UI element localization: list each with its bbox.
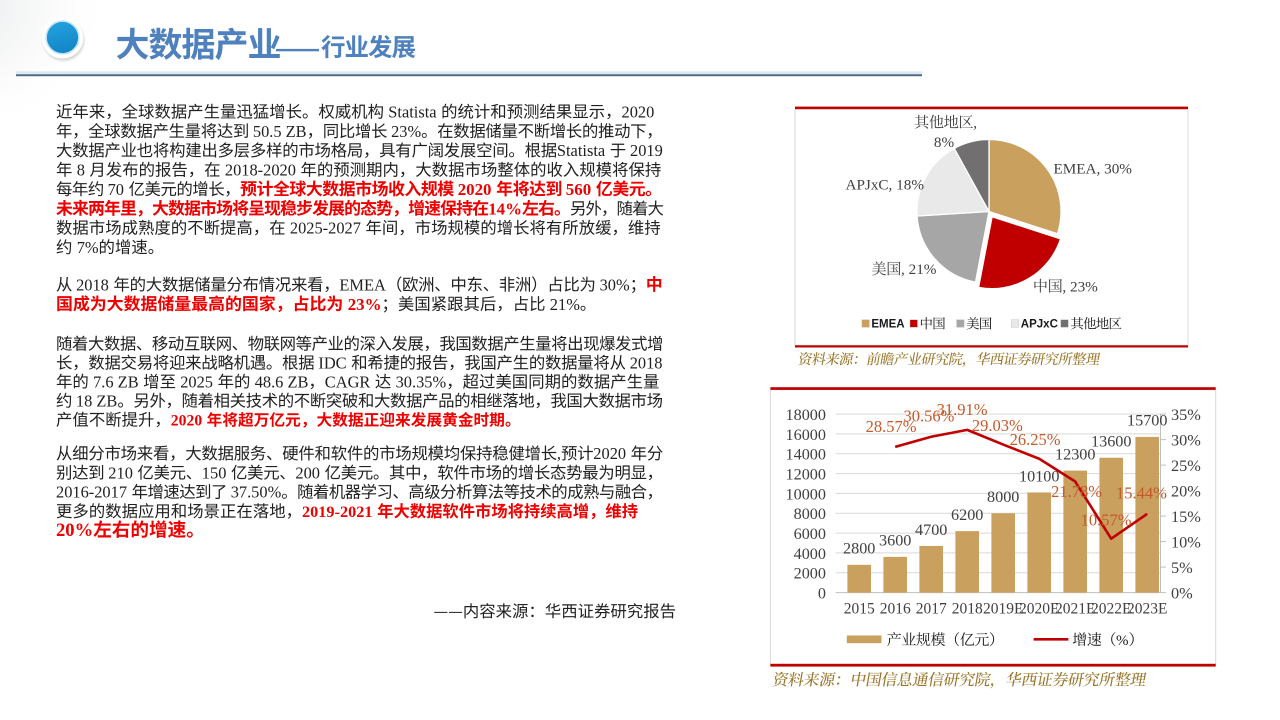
svg-text:210: 210 [108,464,133,483]
svg-text:7.6 ZB: 7.6 ZB [93,373,139,392]
svg-text:30.35%: 30.35% [396,373,447,392]
svg-text:15700: 15700 [1127,412,1167,430]
svg-text:3600: 3600 [879,532,911,550]
svg-text:2020E: 2020E [1019,600,1059,617]
svg-text:2020: 2020 [458,180,492,199]
svg-text:30%: 30% [600,275,630,294]
svg-text:28.57%: 28.57% [866,417,917,436]
svg-text:48.6 ZB: 48.6 ZB [255,373,309,392]
svg-text:0: 0 [818,584,826,602]
svg-text:2018: 2018 [630,354,663,373]
svg-text:8000: 8000 [794,505,826,523]
svg-text:18 ZB: 18 ZB [76,392,118,411]
svg-text:2020: 2020 [171,413,203,430]
svg-text:21%: 21% [550,295,580,314]
svg-text:IDC: IDC [318,354,346,373]
svg-text:30.56%: 30.56% [904,406,955,425]
svg-text:10000: 10000 [786,485,826,503]
svg-text:EMEA: EMEA [339,275,386,294]
svg-text:2018: 2018 [952,600,983,617]
svg-text:0%: 0% [1171,584,1193,603]
svg-text:70: 70 [108,180,124,199]
svg-text:2000: 2000 [794,565,826,583]
svg-text:2018-2020: 2018-2020 [225,161,296,180]
svg-text:APJxC, 18%: APJxC, 18% [846,176,925,193]
svg-text:2020: 2020 [593,444,626,463]
svg-text:6200: 6200 [951,506,983,524]
svg-text:26.25%: 26.25% [1010,430,1061,449]
svg-text:23%: 23% [348,295,382,314]
svg-text:8%: 8% [934,134,955,151]
svg-text:7%: 7% [77,238,99,257]
svg-text:30%: 30% [1171,431,1201,450]
svg-text:2023E: 2023E [1127,600,1167,617]
svg-text:29.03%: 29.03% [972,416,1023,435]
svg-text:200: 200 [295,464,320,483]
svg-text:560: 560 [566,180,591,199]
svg-text:%: % [1116,633,1129,649]
svg-text:23%: 23% [391,122,421,141]
svg-text:31.91%: 31.91% [937,400,988,419]
svg-text:10%: 10% [1171,533,1201,552]
svg-text:25%: 25% [1171,456,1201,475]
svg-text:5%: 5% [1171,558,1193,577]
svg-text:150: 150 [202,464,227,483]
svg-text:37.50%: 37.50% [231,483,282,502]
svg-text:35%: 35% [1171,405,1201,424]
svg-text:2019-2021: 2019-2021 [302,502,373,521]
svg-text:2018: 2018 [76,275,109,294]
svg-text:2021E: 2021E [1055,600,1095,617]
svg-text:APJxC: APJxC [1021,319,1058,331]
svg-text:6000: 6000 [794,525,826,543]
svg-text:10100: 10100 [1019,467,1059,485]
svg-text:20%: 20% [1171,482,1201,501]
svg-text:2020: 2020 [622,103,655,122]
svg-text:2017: 2017 [916,600,947,617]
svg-text:,: , [557,444,561,463]
svg-text:15.44%: 15.44% [1116,483,1167,502]
svg-text:2016: 2016 [880,600,911,617]
svg-text:14%: 14% [488,199,522,218]
svg-text:2015: 2015 [844,600,875,617]
svg-text:2025-2027: 2025-2027 [290,219,361,238]
svg-text:12000: 12000 [786,465,826,483]
svg-text:12300: 12300 [1055,446,1095,464]
svg-text:18000: 18000 [786,406,826,424]
svg-text:EMEA, 30%: EMEA, 30% [1054,161,1133,178]
svg-text:,: , [973,115,977,132]
svg-text:EMEA: EMEA [871,319,904,331]
svg-text:15%: 15% [1171,507,1201,526]
svg-text:Statista: Statista [388,103,437,122]
svg-text:2016-2017: 2016-2017 [56,483,127,502]
svg-text:16000: 16000 [786,426,826,444]
svg-text:14000: 14000 [786,446,826,464]
svg-text:8: 8 [77,161,85,180]
svg-text:21.78%: 21.78% [1051,482,1102,501]
svg-text:13600: 13600 [1091,433,1131,451]
svg-text:20%: 20% [56,520,93,541]
svg-text:10.57%: 10.57% [1081,510,1132,529]
svg-text:4000: 4000 [794,545,826,563]
svg-text:Statista: Statista [557,141,606,160]
svg-text:4700: 4700 [915,521,947,539]
svg-text:, 21%: , 21% [901,261,937,278]
svg-text:, 23%: , 23% [1062,279,1098,296]
svg-text:2019E: 2019E [983,600,1023,617]
svg-text:2019: 2019 [630,141,663,160]
svg-text:8000: 8000 [987,488,1019,506]
svg-text:2025: 2025 [180,373,213,392]
svg-text:2022E: 2022E [1091,600,1131,617]
svg-text:50.5 ZB: 50.5 ZB [253,122,307,141]
svg-text:CAGR: CAGR [325,373,371,392]
svg-text:2800: 2800 [843,540,875,558]
